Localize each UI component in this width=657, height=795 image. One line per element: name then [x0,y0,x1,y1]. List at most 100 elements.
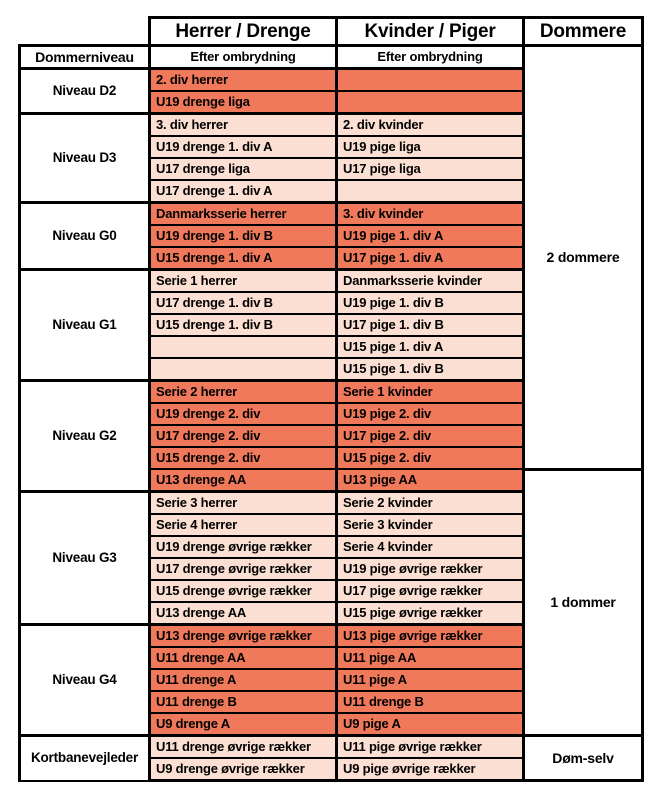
dommere-cell: 1 dommer [522,467,644,737]
table-row: U15 pige 1. div A [20,335,643,359]
herrer-league-cell: U17 drenge liga [148,157,338,181]
kvinder-league-cell: U17 pige 2. div [335,424,525,448]
niveau-cell: Niveau G1 [18,268,151,382]
dommere-cell: Døm-selv [522,734,644,782]
kvinder-league-cell: U15 pige 2. div [335,446,525,470]
herrer-title: Herrer / Drenge [148,16,338,47]
kvinder-league-cell: U13 pige øvrige rækker [335,623,525,648]
table-row: U13 drenge AA U13 pige AA 1 dommer [20,467,644,737]
herrer-league-cell: Serie 1 herrer [148,268,338,293]
herrer-league-cell: U17 drenge 2. div [148,424,338,448]
herrer-league-cell: U19 drenge liga [148,90,338,115]
title-row: Herrer / Drenge Kvinder / Piger Dommere [19,16,644,47]
niveau-cell: Niveau G3 [18,490,151,626]
herrer-league-cell: U17 drenge 1. div A [148,179,338,204]
herrer-league-cell [148,357,338,382]
kvinder-league-cell: U11 pige A [335,668,525,692]
kvinder-league-cell: Serie 1 kvinder [335,379,525,404]
kvinder-league-cell: 3. div kvinder [335,201,525,226]
herrer-league-cell: U19 drenge 2. div [148,402,338,426]
herrer-league-cell: U11 drenge B [148,690,338,714]
kvinder-league-cell: U15 pige 1. div A [335,335,525,359]
herrer-league-cell: Serie 4 herrer [148,513,338,537]
table-row: U15 pige 1. div B [20,357,643,382]
table-row: Niveau G4 U13 drenge øvrige rækker U13 pig… [18,623,643,737]
niveau-cell: Niveau D3 [18,112,151,204]
herrer-league-cell: U15 drenge øvrige rækker [148,579,338,603]
table-row: U11 drenge A U11 pige A [20,668,643,692]
herrer-league-cell: U19 drenge 1. div A [148,135,338,159]
table-row: U19 drenge 1. div A U19 pige liga [20,135,643,159]
kvinder-league-cell: Serie 2 kvinder [335,490,525,515]
table-row: U19 drenge 2. div U19 pige 2. div [20,402,643,426]
table-row: Niveau D3 3. div herrer 2. div kvinder [18,112,643,204]
table-row: U15 drenge øvrige rækker U17 pige øvrige … [20,579,643,603]
herrer-league-cell: U19 drenge 1. div B [148,224,338,248]
kvinder-title: Kvinder / Piger [335,16,525,47]
dommerniveau-header: Dommerniveau [18,44,151,70]
herrer-league-cell: U9 drenge A [148,712,338,737]
kvinder-league-cell: U17 pige 1. div B [335,313,525,337]
dommere-title: Dommere [522,16,644,47]
dommere-cell: 2 dommere [522,44,644,471]
table-row: Niveau D2 2. div herrer [18,67,643,115]
herrer-subheader: Efter ombrydning [148,44,338,70]
kvinder-league-cell: U19 pige liga [335,135,525,159]
table-row: U17 drenge øvrige rækker U19 pige øvrige … [20,557,643,581]
herrer-league-cell: U11 drenge øvrige rækker [148,734,338,759]
herrer-league-cell: U9 drenge øvrige rækker [148,757,338,782]
herrer-league-cell: U11 drenge A [148,668,338,692]
kvinder-league-cell: U17 pige øvrige rækker [335,579,525,603]
kvinder-league-cell: U9 pige A [335,712,525,737]
kvinder-league-cell: Serie 4 kvinder [335,535,525,559]
herrer-league-cell: U19 drenge øvrige rækker [148,535,338,559]
kvinder-subheader: Efter ombrydning [335,44,525,70]
niveau-cell: Kortbanevejleder [18,734,151,782]
niveau-cell: Niveau G4 [18,623,151,737]
kvinder-league-cell: U19 pige 1. div A [335,224,525,248]
herrer-league-cell: U13 drenge AA [148,468,338,493]
kvinder-league-cell: U15 pige 1. div B [335,357,525,382]
table-row: Niveau G3 Serie 3 herrer Serie 2 kvinder [18,490,643,626]
table-row: U11 drenge B U11 drenge B [20,690,643,714]
herrer-league-cell: U13 drenge øvrige rækker [148,623,338,648]
table-row: U19 drenge liga [20,90,643,115]
kvinder-league-cell: U11 pige øvrige rækker [335,734,525,759]
herrer-league-cell [148,335,338,359]
kvinder-league-cell: U19 pige øvrige rækker [335,557,525,581]
table-row: U19 drenge 1. div B U19 pige 1. div A [20,224,643,248]
corner-blank [19,17,150,46]
table-row: U17 drenge 1. div B U19 pige 1. div B [20,291,643,315]
kvinder-league-cell: U19 pige 1. div B [335,291,525,315]
niveau-cell: Niveau D2 [18,67,151,115]
table-row: U9 drenge øvrige rækker U9 pige øvrige ræ… [20,757,643,782]
kvinder-league-cell: U17 pige 1. div A [335,246,525,271]
herrer-league-cell: 3. div herrer [148,112,338,137]
kvinder-league-cell: Danmarksserie kvinder [335,268,525,293]
table-row: U15 drenge 2. div U15 pige 2. div [20,446,643,470]
niveau-cell: Niveau G0 [18,201,151,271]
herrer-league-cell: U15 drenge 1. div B [148,313,338,337]
herrer-league-cell: U13 drenge AA [148,601,338,626]
herrer-league-cell: Danmarksserie herrer [148,201,338,226]
herrer-league-cell: U15 drenge 1. div A [148,246,338,271]
table-row: Niveau G1 Serie 1 herrer Danmarksserie kvi… [18,268,643,382]
niveau-cell: Niveau G2 [18,379,151,493]
table-row: Niveau G0 Danmarksserie herrer 3. div kvin… [18,201,643,271]
herrer-league-cell: U11 drenge AA [148,646,338,670]
kvinder-league-cell: U11 pige AA [335,646,525,670]
table-row: U17 drenge 1. div A [20,179,643,204]
herrer-league-cell: U17 drenge 1. div B [148,291,338,315]
kvinder-league-cell: U15 pige øvrige rækker [335,601,525,626]
table-row: U19 drenge øvrige rækker Serie 4 kvinder [20,535,643,559]
kvinder-league-cell: Serie 3 kvinder [335,513,525,537]
herrer-league-cell: Serie 3 herrer [148,490,338,515]
kvinder-league-cell [335,179,525,204]
kvinder-league-cell: U9 pige øvrige rækker [335,757,525,782]
kvinder-league-cell [335,90,525,115]
herrer-league-cell: 2. div herrer [148,67,338,92]
referee-level-table: Herrer / Drenge Kvinder / Piger Dommere … [18,16,644,782]
table-row: Serie 4 herrer Serie 3 kvinder [20,513,643,537]
kvinder-league-cell: U19 pige 2. div [335,402,525,426]
kvinder-league-cell: U17 pige liga [335,157,525,181]
